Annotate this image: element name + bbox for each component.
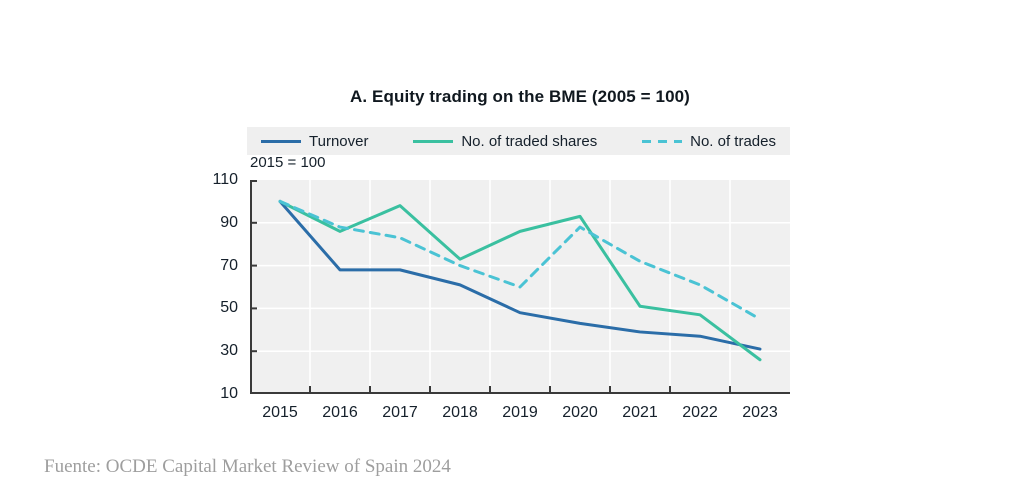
series-line-no-of-traded-shares	[278, 199, 762, 362]
legend-label-turnover: Turnover	[309, 132, 369, 150]
y-axis-label-90: 90	[220, 213, 238, 231]
x-axis-label-2015: 2015	[262, 404, 298, 421]
y-axis-label-50: 50	[220, 299, 238, 317]
series-line-no-of-trades	[278, 199, 762, 321]
legend-item-traded-shares: No. of traded shares	[413, 133, 597, 150]
y-axis-label-110: 110	[212, 171, 238, 188]
x-axis-label-2018: 2018	[442, 404, 478, 421]
y-axis-label-30: 30	[220, 342, 238, 360]
x-axis-label-2022: 2022	[682, 404, 718, 421]
chart-legend: Turnover No. of traded shares No. of tra…	[247, 127, 790, 155]
x-axis-label-2016: 2016	[322, 404, 358, 421]
index-base-note: 2015 = 100	[250, 154, 326, 171]
legend-line-sample-trades	[642, 139, 683, 143]
legend-label-traded-shares: No. of traded shares	[461, 132, 598, 150]
legend-line-sample-traded-shares	[413, 139, 454, 143]
series-line-turnover	[278, 199, 762, 351]
chart-title: A. Equity trading on the BME (2005 = 100…	[350, 87, 690, 106]
x-axis-label-2017: 2017	[382, 404, 418, 421]
line-chart-canvas	[250, 180, 790, 394]
plot-area	[250, 180, 790, 394]
x-axis-label-2023: 2023	[742, 404, 778, 421]
legend-label-trades: No. of trades	[690, 132, 776, 150]
legend-line-sample-turnover	[261, 139, 301, 143]
y-axis-label-10: 10	[220, 385, 238, 402]
legend-item-turnover: Turnover	[261, 133, 368, 150]
legend-item-trades: No. of trades	[642, 133, 776, 150]
x-axis-label-2020: 2020	[562, 404, 598, 421]
x-axis-label-2019: 2019	[502, 404, 538, 421]
y-axis-label-70: 70	[220, 256, 238, 274]
source-note: Fuente: OCDE Capital Market Review of Sp…	[44, 456, 451, 477]
x-axis-label-2021: 2021	[622, 404, 658, 421]
